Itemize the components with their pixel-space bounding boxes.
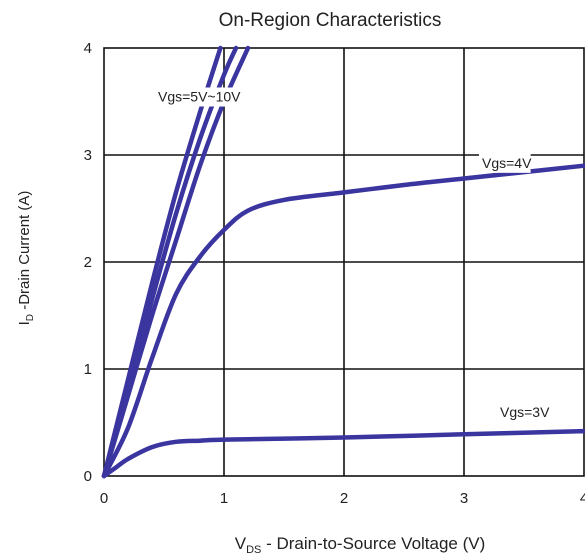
y-axis-label: ID -Drain Current (A) [16, 191, 36, 326]
chart-title: On-Region Characteristics [219, 10, 442, 31]
y-axis-label-sub: D [25, 314, 36, 321]
x-axis-label: VDS - Drain-to-Source Voltage (V) [235, 534, 486, 555]
x-tick-label: 3 [460, 490, 468, 507]
series-labels: Vgs=5V~10V Vgs=4V Vgs=3V [155, 87, 550, 423]
series-line-3 [101, 163, 585, 479]
y-tick-label: 1 [84, 361, 92, 378]
tick-labels: 0 1 2 3 4 0 1 2 3 4 [84, 40, 585, 507]
plot-frame [103, 47, 585, 477]
series-label: Vgs=3V [500, 404, 550, 420]
x-tick-label: 0 [100, 490, 108, 507]
series-label-bg [155, 87, 237, 107]
y-tick-label: 2 [84, 254, 92, 271]
x-axis-label-main: V [235, 534, 247, 553]
y-tick-label: 0 [84, 468, 92, 485]
series-label: Vgs=5V~10V [158, 89, 241, 105]
y-axis-label-main: I [16, 321, 33, 325]
grid [104, 48, 584, 476]
series-label-bg [479, 153, 531, 173]
y-axis-label-rest: -Drain Current (A) [16, 191, 33, 314]
x-tick-label: 1 [220, 490, 228, 507]
series-label-bg [497, 403, 549, 423]
series-line-4 [101, 428, 585, 479]
x-tick-label: 2 [340, 490, 348, 507]
x-axis-label-sub: DS [246, 544, 261, 555]
y-tick-label: 3 [84, 147, 92, 164]
x-tick-label: 4 [580, 490, 585, 507]
y-tick-label: 4 [84, 40, 92, 57]
series-label: Vgs=4V [482, 155, 532, 171]
x-axis-label-rest: - Drain-to-Source Voltage (V) [261, 534, 485, 553]
